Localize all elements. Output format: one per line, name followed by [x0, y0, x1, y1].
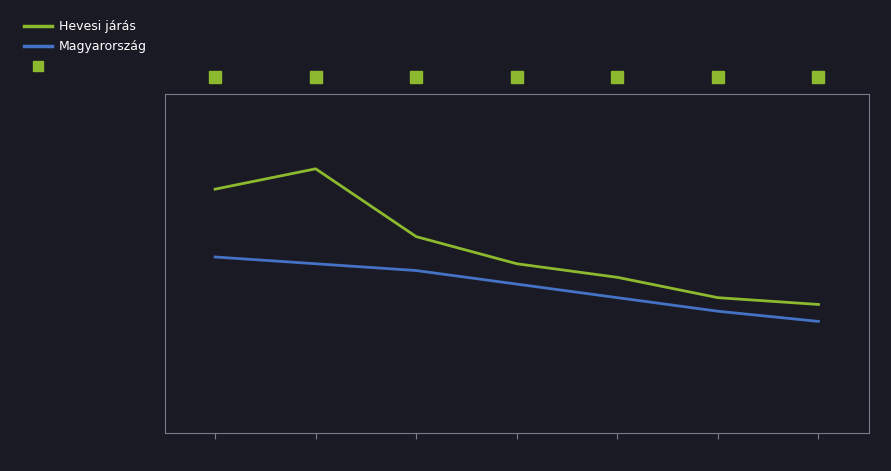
- Legend: Hevesi járás, Magyarország, : Hevesi járás, Magyarország,: [24, 20, 147, 73]
